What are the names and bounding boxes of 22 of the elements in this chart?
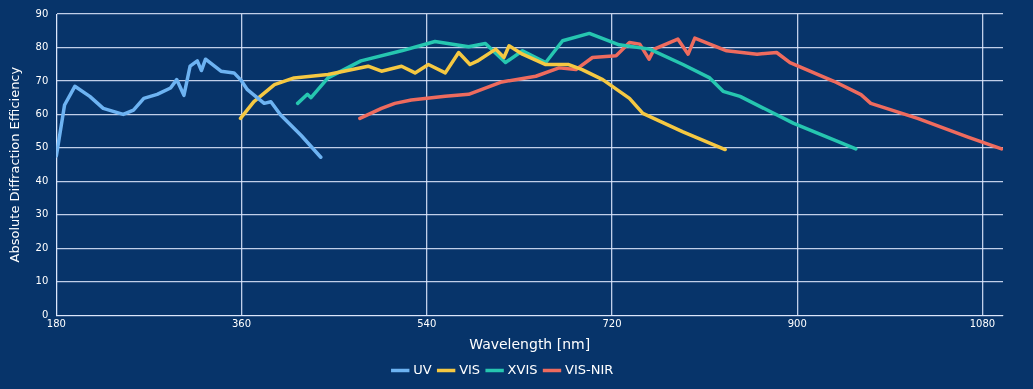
- y-tick-label: 60: [35, 107, 49, 119]
- y-tick-label: 90: [35, 7, 49, 19]
- y-tick-label: 70: [35, 74, 49, 86]
- x-tick-label: 900: [787, 317, 807, 329]
- legend-label: VIS: [459, 361, 481, 377]
- y-tick-label: 0: [41, 308, 49, 320]
- y-tick-label: 50: [35, 141, 49, 153]
- y-tick-label: 80: [35, 41, 49, 53]
- y-tick-label: 40: [35, 174, 49, 186]
- legend-label: VIS-NIR: [565, 361, 614, 377]
- x-axis-title: Wavelength [nm]: [469, 336, 591, 353]
- x-tick-label: 1080: [969, 317, 996, 329]
- x-tick-label: 720: [602, 317, 622, 329]
- legend-label: XVIS: [507, 361, 538, 377]
- x-tick-label: 360: [232, 317, 252, 329]
- x-tick-label: 540: [417, 317, 437, 329]
- y-tick-label: 10: [35, 275, 49, 287]
- y-tick-label: 20: [35, 241, 49, 253]
- y-axis-title: Absolute Diffraction Efficiency: [7, 66, 23, 263]
- x-tick-label: 180: [46, 317, 66, 329]
- legend-label: UV: [413, 361, 432, 377]
- y-tick-label: 30: [35, 208, 49, 220]
